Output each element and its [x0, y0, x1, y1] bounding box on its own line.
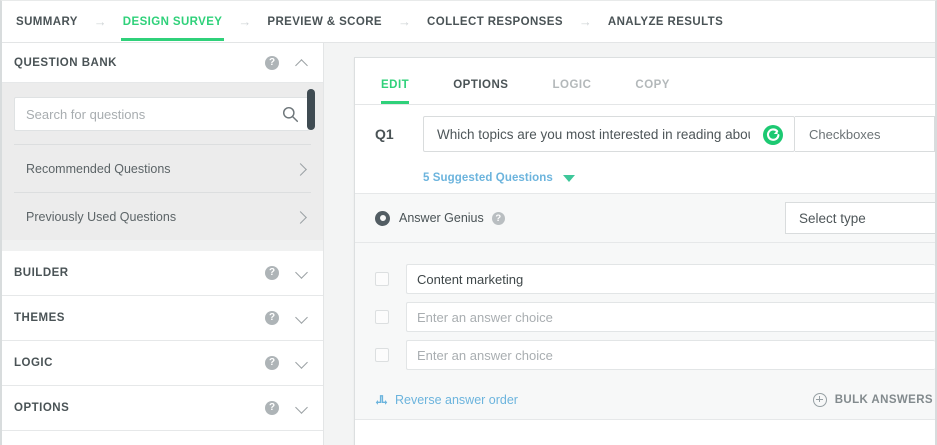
answer-genius-bar: Answer Genius ? Select type — [355, 193, 935, 243]
survey-progress-breadcrumb: SUMMARY → DESIGN SURVEY → PREVIEW & SCOR… — [2, 1, 935, 43]
breadcrumb-design-survey-label: DESIGN SURVEY — [122, 15, 223, 28]
builder-label: BUILDER — [14, 267, 69, 279]
tab-logic[interactable]: LOGIC — [552, 79, 591, 104]
chevron-down-icon[interactable] — [295, 356, 309, 370]
question-type-select[interactable]: Checkboxes — [795, 116, 935, 152]
themes-label: THEMES — [14, 312, 65, 324]
options-label: OPTIONS — [14, 402, 70, 414]
answer-choice-row — [355, 336, 935, 374]
sidebar-spacer — [2, 240, 323, 251]
answer-choice-checkbox[interactable] — [375, 310, 389, 324]
answer-choices-list — [355, 243, 935, 380]
search-container — [2, 83, 323, 144]
answer-genius-label: Answer Genius — [399, 211, 484, 225]
left-sidebar: QUESTION BANK ? Recommended Questions — [2, 43, 324, 445]
answer-choice-input[interactable] — [407, 271, 935, 287]
answer-choice-row — [355, 298, 935, 336]
tab-logic-label: LOGIC — [552, 79, 592, 91]
breadcrumb-arrow-4: → — [578, 13, 592, 29]
chevron-down-icon[interactable] — [562, 174, 575, 182]
question-bank-title: QUESTION BANK — [14, 56, 117, 69]
search-input[interactable] — [15, 106, 308, 122]
tab-options-label: OPTIONS — [453, 79, 509, 91]
previously-used-questions-label: Previously Used Questions — [26, 209, 177, 224]
divider — [14, 192, 311, 193]
breadcrumb-arrow-1: → — [93, 13, 107, 29]
answer-choice-field[interactable] — [406, 264, 935, 294]
reverse-answer-order-label: Reverse answer order — [395, 392, 518, 407]
breadcrumb-preview-score-label: PREVIEW & SCORE — [267, 15, 383, 28]
help-icon[interactable]: ? — [265, 311, 279, 325]
chevron-down-icon[interactable] — [295, 311, 309, 325]
chevron-right-icon[interactable] — [295, 162, 309, 176]
answer-choice-input[interactable] — [407, 309, 935, 325]
reverse-answer-order-button[interactable]: Reverse answer order — [375, 393, 518, 407]
search-box[interactable] — [14, 97, 309, 131]
editor-tabs: EDIT OPTIONS LOGIC COPY — [355, 58, 935, 105]
breadcrumb-preview-score[interactable]: PREVIEW & SCORE — [265, 1, 384, 43]
question-bank-body: Recommended Questions Previously Used Qu… — [2, 83, 323, 240]
question-row: Q1 Checkboxes — [355, 105, 935, 163]
suggested-questions-link[interactable]: 5 Suggested Questions — [423, 172, 553, 184]
tab-options[interactable]: OPTIONS — [453, 79, 508, 104]
answer-choices-footer: Reverse answer order BULK ANSWERS — [355, 380, 935, 420]
tab-edit-label: EDIT — [381, 79, 410, 91]
help-icon[interactable]: ? — [491, 211, 505, 225]
help-icon[interactable]: ? — [265, 401, 279, 415]
sidebar-item-recommended-questions[interactable]: Recommended Questions — [2, 145, 323, 192]
answer-genius-type-value: Select type — [799, 210, 866, 226]
answer-choice-input[interactable] — [407, 347, 935, 363]
help-icon[interactable]: ? — [265, 266, 279, 280]
bulk-answers-label: BULK ANSWERS — [834, 393, 933, 406]
answer-genius-icon[interactable] — [375, 210, 390, 226]
sidebar-section-question-bank[interactable]: QUESTION BANK ? — [2, 43, 323, 83]
logic-label: LOGIC — [14, 357, 53, 369]
sidebar-section-themes[interactable]: THEMES ? — [2, 296, 323, 341]
question-text-input[interactable] — [424, 126, 794, 142]
help-icon[interactable]: ? — [265, 356, 279, 370]
question-type-value: Checkboxes — [809, 126, 881, 142]
refresh-icon — [766, 128, 780, 141]
answer-choice-field[interactable] — [406, 302, 935, 332]
tab-copy-label: COPY — [635, 79, 670, 91]
question-text-field[interactable] — [423, 116, 795, 152]
reverse-order-icon — [375, 395, 388, 405]
chevron-up-icon[interactable] — [295, 56, 309, 70]
help-icon[interactable]: ? — [265, 55, 279, 70]
answer-choice-row — [355, 260, 935, 298]
bulk-answers-button[interactable]: BULK ANSWERS — [812, 392, 933, 407]
breadcrumb-summary[interactable]: SUMMARY — [14, 1, 80, 43]
divider — [14, 144, 311, 145]
breadcrumb-analyze-results[interactable]: ANALYZE RESULTS — [606, 1, 725, 43]
answer-genius-type-select[interactable]: Select type — [785, 202, 935, 234]
breadcrumb-design-survey[interactable]: DESIGN SURVEY — [120, 1, 225, 43]
answer-choice-checkbox[interactable] — [375, 272, 389, 286]
sidebar-item-previously-used-questions[interactable]: Previously Used Questions — [2, 193, 323, 240]
question-number: Q1 — [375, 126, 394, 142]
answer-choice-field[interactable] — [406, 340, 935, 370]
breadcrumb-arrow-2: → — [238, 13, 252, 29]
breadcrumb-collect-responses[interactable]: COLLECT RESPONSES — [425, 1, 565, 43]
plus-circle-icon — [812, 392, 827, 407]
breadcrumb-collect-responses-label: COLLECT RESPONSES — [427, 15, 563, 28]
sidebar-section-logic[interactable]: LOGIC ? — [2, 341, 323, 386]
question-genius-refresh-icon[interactable] — [763, 125, 783, 145]
sidebar-scrollbar-thumb[interactable] — [307, 89, 315, 130]
chevron-down-icon[interactable] — [295, 401, 309, 415]
breadcrumb-summary-label: SUMMARY — [16, 15, 78, 28]
tab-copy[interactable]: COPY — [635, 79, 670, 104]
recommended-questions-label: Recommended Questions — [26, 161, 171, 176]
breadcrumb-analyze-results-label: ANALYZE RESULTS — [607, 15, 724, 28]
chevron-down-icon[interactable] — [295, 266, 309, 280]
main-panel: EDIT OPTIONS LOGIC COPY Q1 — [325, 43, 935, 445]
tab-edit[interactable]: EDIT — [381, 79, 410, 104]
breadcrumb-arrow-3: → — [398, 13, 412, 29]
answer-choice-checkbox[interactable] — [375, 348, 389, 362]
chevron-right-icon[interactable] — [295, 210, 309, 224]
suggested-questions-row: 5 Suggested Questions — [355, 163, 935, 193]
sidebar-section-builder[interactable]: BUILDER ? — [2, 251, 323, 296]
question-editor-card: EDIT OPTIONS LOGIC COPY Q1 — [354, 57, 935, 445]
sidebar-section-options[interactable]: OPTIONS ? — [2, 386, 323, 431]
